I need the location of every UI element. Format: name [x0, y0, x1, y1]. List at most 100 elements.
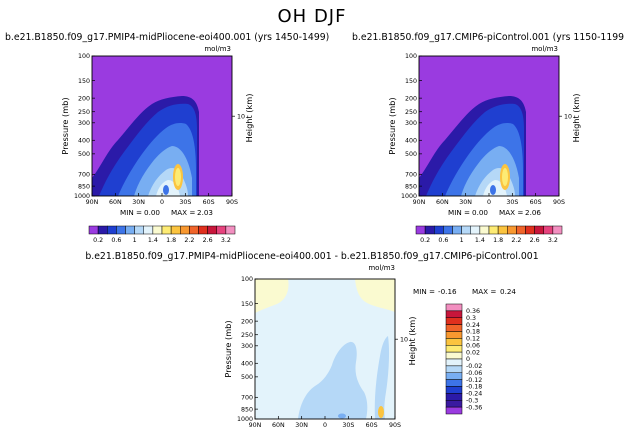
y-tick-label: 1000: [237, 416, 253, 423]
figure-title: OH DJF: [278, 6, 347, 27]
x-tick-label: 30S: [342, 422, 354, 429]
x-tick-label: 90N: [413, 199, 426, 206]
x-tick-label: 30N: [459, 199, 472, 206]
colorbar-label: 0.24: [466, 322, 480, 329]
colorbar-swatch: [445, 379, 463, 387]
x-tick-label: 90S: [389, 422, 401, 429]
colorbar-swatch: [445, 317, 463, 325]
colorbar-label: 0.36: [466, 308, 480, 315]
panel-right-title: b.e21.B1850.f09_g17.CMIP6-piControl.001 …: [352, 32, 624, 43]
x-tick-label: 60S: [203, 199, 215, 206]
colorbar-label: 1: [460, 237, 464, 244]
colorbar-swatch: [445, 372, 463, 380]
colorbar-label: 0.18: [466, 329, 480, 336]
colorbar-swatch: [198, 225, 208, 235]
y-tick-label: 150: [241, 301, 253, 308]
colorbar-label: 0: [466, 356, 470, 363]
panel-right-max-label: MAX =: [499, 208, 523, 217]
colorbar-label: 2.2: [184, 237, 194, 244]
colorbar-swatch: [97, 225, 108, 235]
colorbar-label: -0.36: [466, 404, 482, 411]
y-tick-label: 400: [241, 360, 253, 367]
colorbar-swatch: [424, 225, 435, 235]
y-tick-label: 300: [405, 120, 417, 127]
panel-left-title: b.e21.B1850.f09_g17.PMIP4-midPliocene-eo…: [5, 32, 329, 43]
colorbar-label: 2.6: [530, 237, 540, 244]
colorbar-swatch: [116, 225, 126, 235]
y-tick-label: 700: [78, 172, 90, 179]
colorbar-label: 0.2: [93, 237, 103, 244]
y-axis-label: Pressure (mb): [387, 97, 397, 154]
y-tick-label: 250: [405, 109, 417, 116]
panel-diff-axes: 90N 60N 30N 0 30S 60S 90S 100 150 200 250 300 400 500…: [223, 276, 417, 429]
colorbar-label: 0.06: [466, 342, 480, 349]
y-tick-label: 300: [241, 343, 253, 350]
x-tick-label: 90N: [86, 199, 99, 206]
colorbar-swatch: [143, 225, 154, 235]
panel-left-plot: [91, 55, 233, 197]
colorbar-swatch: [525, 225, 535, 235]
colorbar-label: 0.12: [466, 336, 480, 343]
colorbar-swatch: [543, 225, 554, 235]
panel-diff-max-value: 0.24: [500, 287, 516, 296]
colorbar-swatch: [216, 225, 227, 235]
colorbar-swatch: [443, 225, 453, 235]
y-tick-label: 850: [241, 406, 253, 413]
y-tick-label: 200: [241, 318, 253, 325]
y-tick-label: 150: [78, 78, 90, 85]
x-tick-label: 90S: [226, 199, 238, 206]
colorbar-label: 0.6: [438, 237, 448, 244]
y-tick-label: 200: [405, 95, 417, 102]
colorbar-swatch: [470, 225, 481, 235]
colorbar-swatch: [88, 225, 99, 235]
panel-right-plot: [418, 55, 560, 197]
y-tick-label: 500: [241, 374, 253, 381]
x-tick-label: 30N: [132, 199, 145, 206]
colorbar-label: -0.02: [466, 363, 482, 370]
colorbar-swatch: [445, 358, 463, 367]
y-tick-label: 400: [405, 137, 417, 144]
colorbar-label: 0.6: [111, 237, 121, 244]
x-tick-label: 60S: [366, 422, 378, 429]
x-tick-label: 30S: [506, 199, 518, 206]
colorbar-label: 0.2: [420, 237, 430, 244]
panel-diff-plot: [254, 278, 396, 420]
y-tick-label: 200: [78, 95, 90, 102]
x-tick-label: 0: [487, 199, 491, 206]
panel-diff-min-label: MIN =: [413, 287, 435, 296]
x-tick-label: 90N: [249, 422, 262, 429]
panel-left-axes: 90N 60N 30N 0 30S 60S 90S 100 150 200 250 300 400 500…: [60, 53, 254, 206]
colorbar-swatch: [445, 338, 463, 346]
colorbar-swatch: [445, 331, 463, 339]
colorbar-label: 3.2: [221, 237, 231, 244]
colorbar-label: -0.18: [466, 384, 482, 391]
panel-right-units: mol/m3: [531, 45, 558, 53]
colorbar-label: -0.3: [466, 397, 478, 404]
colorbar-label: 3.2: [548, 237, 558, 244]
colorbar-swatch: [152, 225, 163, 235]
panel-right-min-value: 0.00: [472, 208, 488, 217]
colorbar-swatch: [107, 225, 117, 235]
colorbar-swatch: [445, 310, 463, 318]
panel-left-min-label: MIN =: [120, 208, 142, 217]
y-tick-label: 700: [405, 172, 417, 179]
panel-left-units: mol/m3: [204, 45, 231, 53]
x-tick-label: 90S: [553, 199, 565, 206]
panel-right-max-value: 2.06: [525, 208, 541, 217]
colorbar-swatch: [161, 225, 172, 235]
colorbar-label: -0.06: [466, 370, 482, 377]
colorbar-swatch: [415, 225, 426, 235]
colorbar-label: 1.4: [148, 237, 158, 244]
colorbar-swatch: [445, 400, 463, 408]
panel-left-max-value: 2.03: [197, 208, 213, 217]
y-tick-label: 1000: [401, 193, 417, 200]
colorbar-swatch: [207, 225, 217, 235]
x-tick-label: 60N: [109, 199, 122, 206]
y-tick-label: 250: [241, 332, 253, 339]
colorbar-swatch: [170, 225, 181, 235]
colorbar-left: 0.2 0.6 1 1.4 1.8 2.2 2.6 3.2: [88, 225, 236, 244]
y-tick-label: 250: [78, 109, 90, 116]
x-tick-label: 30N: [295, 422, 308, 429]
colorbar-swatch: [125, 225, 135, 235]
y-tick-label: 850: [405, 183, 417, 190]
